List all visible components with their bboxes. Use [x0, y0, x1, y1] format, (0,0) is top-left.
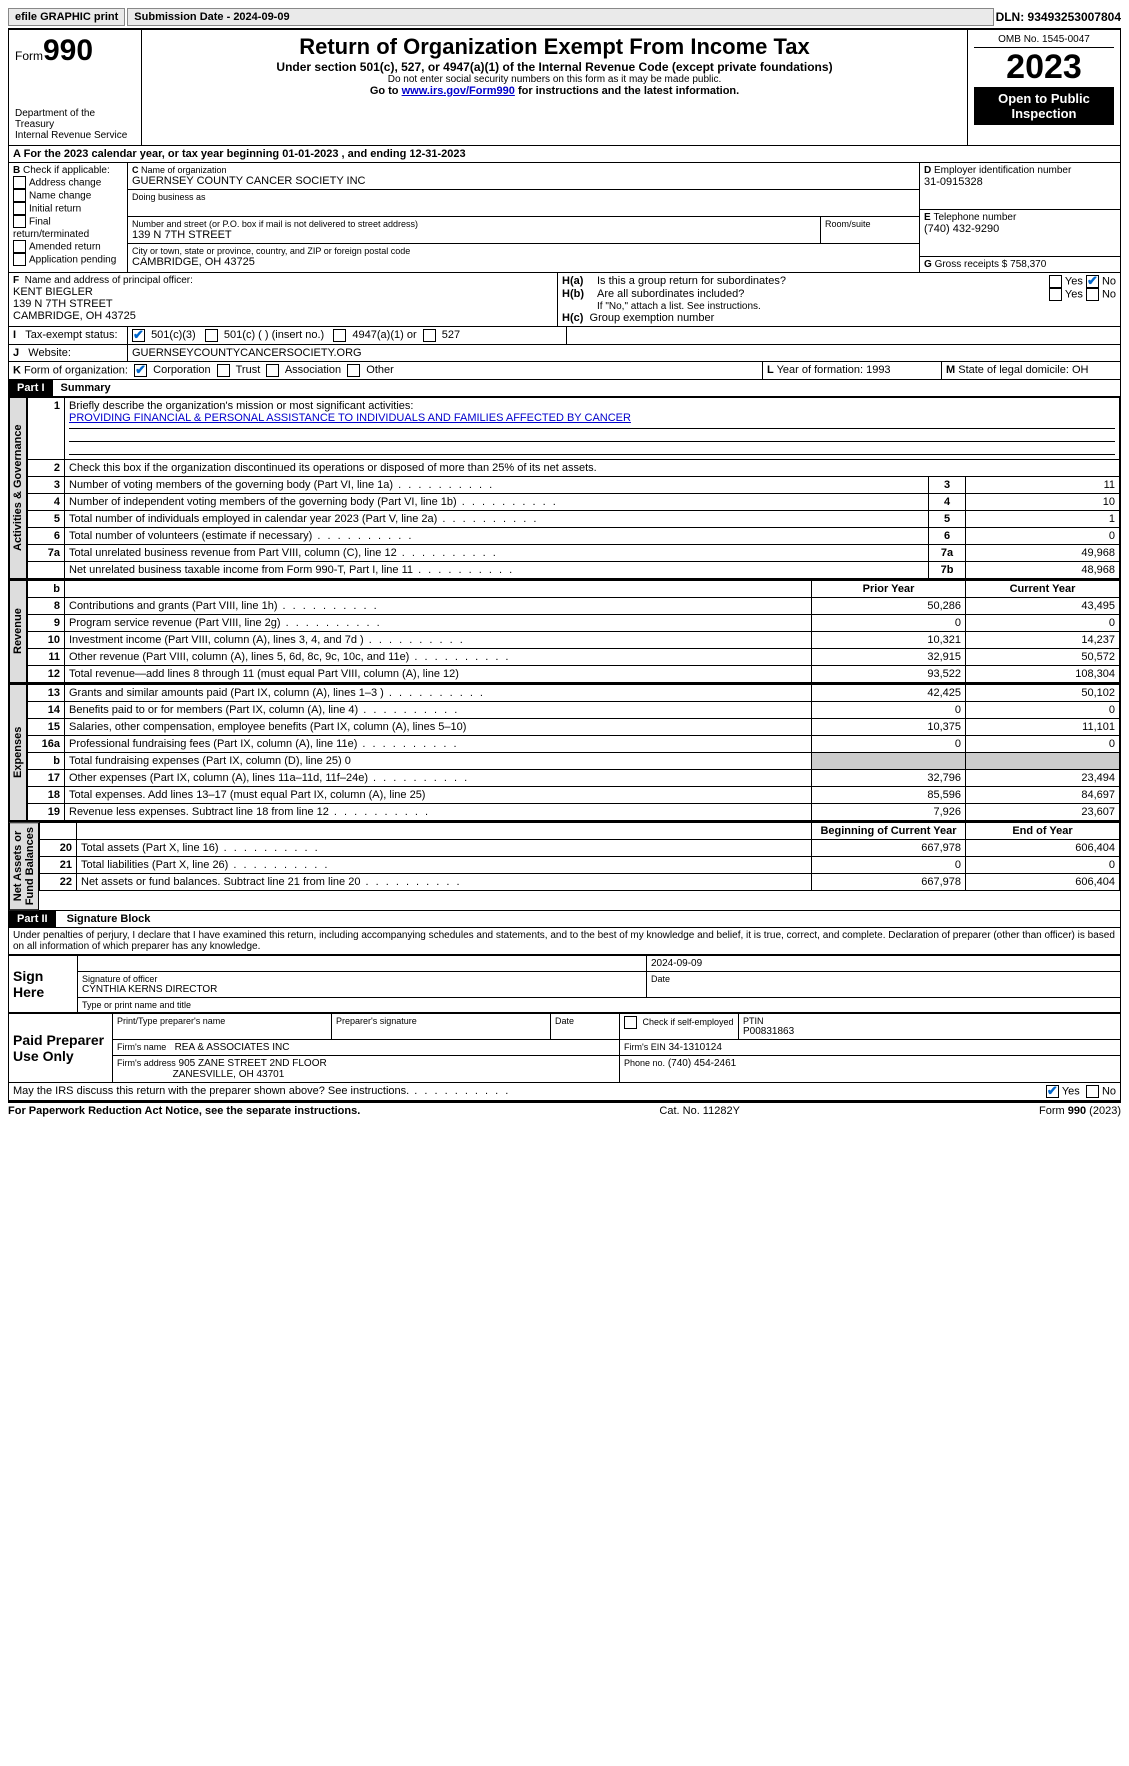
exp-row: bTotal fundraising expenses (Part IX, co… — [28, 753, 1120, 770]
rev-row: 11Other revenue (Part VIII, column (A), … — [28, 649, 1120, 666]
street-address: 139 N 7TH STREET — [132, 229, 816, 241]
footer: For Paperwork Reduction Act Notice, see … — [8, 1101, 1121, 1117]
top-bar: efile GRAPHIC print Submission Date - 20… — [8, 8, 1121, 26]
paid-preparer-block: Paid Preparer Use Only Print/Type prepar… — [8, 1013, 1121, 1083]
chk-application-pending[interactable]: Application pending — [13, 253, 123, 266]
legal-domicile: OH — [1072, 364, 1089, 376]
exp-row: 16aProfessional fundraising fees (Part I… — [28, 736, 1120, 753]
officer-addr1: 139 N 7TH STREET — [13, 298, 553, 310]
part2-title: Signature Block — [59, 911, 159, 927]
na-row: 22Net assets or fund balances. Subtract … — [40, 874, 1120, 891]
firm-name: REA & ASSOCIATES INC — [175, 1042, 290, 1053]
year-formation: 1993 — [866, 364, 890, 376]
chk-final-return[interactable]: Final return/terminated — [13, 215, 123, 240]
gov-row: 3Number of voting members of the governi… — [28, 477, 1120, 494]
officer-signature: CYNTHIA KERNS DIRECTOR — [82, 984, 642, 995]
efile-print-button[interactable]: efile GRAPHIC print — [8, 8, 125, 26]
instructions-link-line: Go to www.irs.gov/Form990 for instructio… — [148, 85, 961, 97]
rev-row: 9Program service revenue (Part VIII, lin… — [28, 615, 1120, 632]
exp-row: 17Other expenses (Part IX, column (A), l… — [28, 770, 1120, 787]
hb-yes[interactable]: Yes — [1049, 288, 1083, 301]
chk-501c[interactable]: 501(c) ( ) (insert no.) — [205, 329, 324, 341]
ptin: P00831863 — [743, 1026, 1116, 1037]
chk-4947[interactable]: 4947(a)(1) or — [333, 329, 416, 341]
chk-address-change[interactable]: Address change — [13, 176, 123, 189]
gov-row: Net unrelated business taxable income fr… — [28, 562, 1120, 579]
side-revenue: Revenue — [9, 580, 27, 683]
part2-header: Part II — [9, 911, 56, 927]
exp-row: 18Total expenses. Add lines 13–17 (must … — [28, 787, 1120, 804]
discuss-no[interactable]: No — [1086, 1085, 1116, 1098]
chk-trust[interactable]: Trust — [217, 364, 261, 376]
omb-number: OMB No. 1545-0047 — [974, 34, 1114, 48]
discuss-line: May the IRS discuss this return with the… — [8, 1083, 1121, 1101]
entity-block: B Check if applicable: Address change Na… — [8, 163, 1121, 273]
exp-row: 13Grants and similar amounts paid (Part … — [28, 685, 1120, 702]
ha-yes[interactable]: Yes — [1049, 275, 1083, 288]
chk-self-employed[interactable] — [624, 1017, 640, 1027]
chk-other[interactable]: Other — [347, 364, 394, 376]
tax-year: 2023 — [974, 48, 1114, 87]
chk-corp[interactable]: Corporation — [134, 364, 211, 376]
firm-phone: (740) 454-2461 — [668, 1058, 736, 1069]
gov-row: 7aTotal unrelated business revenue from … — [28, 545, 1120, 562]
chk-name-change[interactable]: Name change — [13, 189, 123, 202]
hb-no[interactable]: No — [1086, 288, 1116, 301]
form-header: Form990 Department of the Treasury Inter… — [8, 28, 1121, 146]
gov-row: 5Total number of individuals employed in… — [28, 511, 1120, 528]
ha-no[interactable]: No — [1086, 275, 1116, 288]
gross-receipts: G Gross receipts $ 758,370 — [924, 259, 1116, 270]
side-net-assets: Net Assets or Fund Balances — [9, 822, 39, 910]
irs-link[interactable]: www.irs.gov/Form990 — [402, 85, 515, 97]
discuss-yes[interactable]: Yes — [1046, 1085, 1080, 1098]
dept-treasury: Department of the Treasury Internal Reve… — [15, 108, 135, 141]
dba — [132, 202, 915, 214]
form-title: Return of Organization Exempt From Incom… — [148, 34, 961, 60]
chk-amended-return[interactable]: Amended return — [13, 240, 123, 253]
chk-initial-return[interactable]: Initial return — [13, 202, 123, 215]
ssn-note: Do not enter social security numbers on … — [148, 74, 961, 85]
line-a-tax-year: A For the 2023 calendar year, or tax yea… — [9, 146, 1120, 162]
perjury-statement: Under penalties of perjury, I declare th… — [8, 928, 1121, 955]
exp-row: 15Salaries, other compensation, employee… — [28, 719, 1120, 736]
form-number: Form990 — [15, 34, 135, 68]
na-row: 20Total assets (Part X, line 16)667,9786… — [40, 840, 1120, 857]
officer-name: KENT BIEGLER — [13, 286, 553, 298]
submission-date: Submission Date - 2024-09-09 — [127, 8, 993, 26]
na-row: 21Total liabilities (Part X, line 26)00 — [40, 857, 1120, 874]
chk-501c3[interactable]: 501(c)(3) — [132, 329, 196, 341]
open-to-public: Open to Public Inspection — [974, 87, 1114, 125]
exp-row: 19Revenue less expenses. Subtract line 1… — [28, 804, 1120, 821]
gov-row: 6Total number of volunteers (estimate if… — [28, 528, 1120, 545]
ein: 31-0915328 — [924, 176, 1116, 188]
org-name: GUERNSEY COUNTY CANCER SOCIETY INC — [132, 175, 915, 187]
firm-addr: 905 ZANE STREET 2ND FLOOR — [179, 1058, 327, 1069]
chk-527[interactable]: 527 — [423, 329, 460, 341]
part1-header: Part I — [9, 380, 53, 396]
dln: DLN: 93493253007804 — [996, 10, 1121, 24]
part1-title: Summary — [53, 380, 119, 396]
rev-row: 10Investment income (Part VIII, column (… — [28, 632, 1120, 649]
website: GUERNSEYCOUNTYCANCERSOCIETY.ORG — [128, 345, 1120, 361]
mission-text: PROVIDING FINANCIAL & PERSONAL ASSISTANC… — [69, 412, 631, 424]
firm-ein: 34-1310124 — [669, 1042, 722, 1053]
exp-row: 14Benefits paid to or for members (Part … — [28, 702, 1120, 719]
side-expenses: Expenses — [9, 684, 27, 821]
side-governance: Activities & Governance — [9, 397, 27, 579]
chk-assoc[interactable]: Association — [266, 364, 341, 376]
rev-row: 8Contributions and grants (Part VIII, li… — [28, 598, 1120, 615]
rev-row: 12Total revenue—add lines 8 through 11 (… — [28, 666, 1120, 683]
officer-addr2: CAMBRIDGE, OH 43725 — [13, 310, 553, 322]
gov-row: 4Number of independent voting members of… — [28, 494, 1120, 511]
sign-date: 2024-09-09 — [647, 956, 1121, 972]
city-state-zip: CAMBRIDGE, OH 43725 — [132, 256, 915, 268]
form-subtitle: Under section 501(c), 527, or 4947(a)(1)… — [148, 60, 961, 74]
signature-block: Sign Here 2024-09-09 Signature of office… — [8, 955, 1121, 1013]
telephone: (740) 432-9290 — [924, 223, 1116, 235]
